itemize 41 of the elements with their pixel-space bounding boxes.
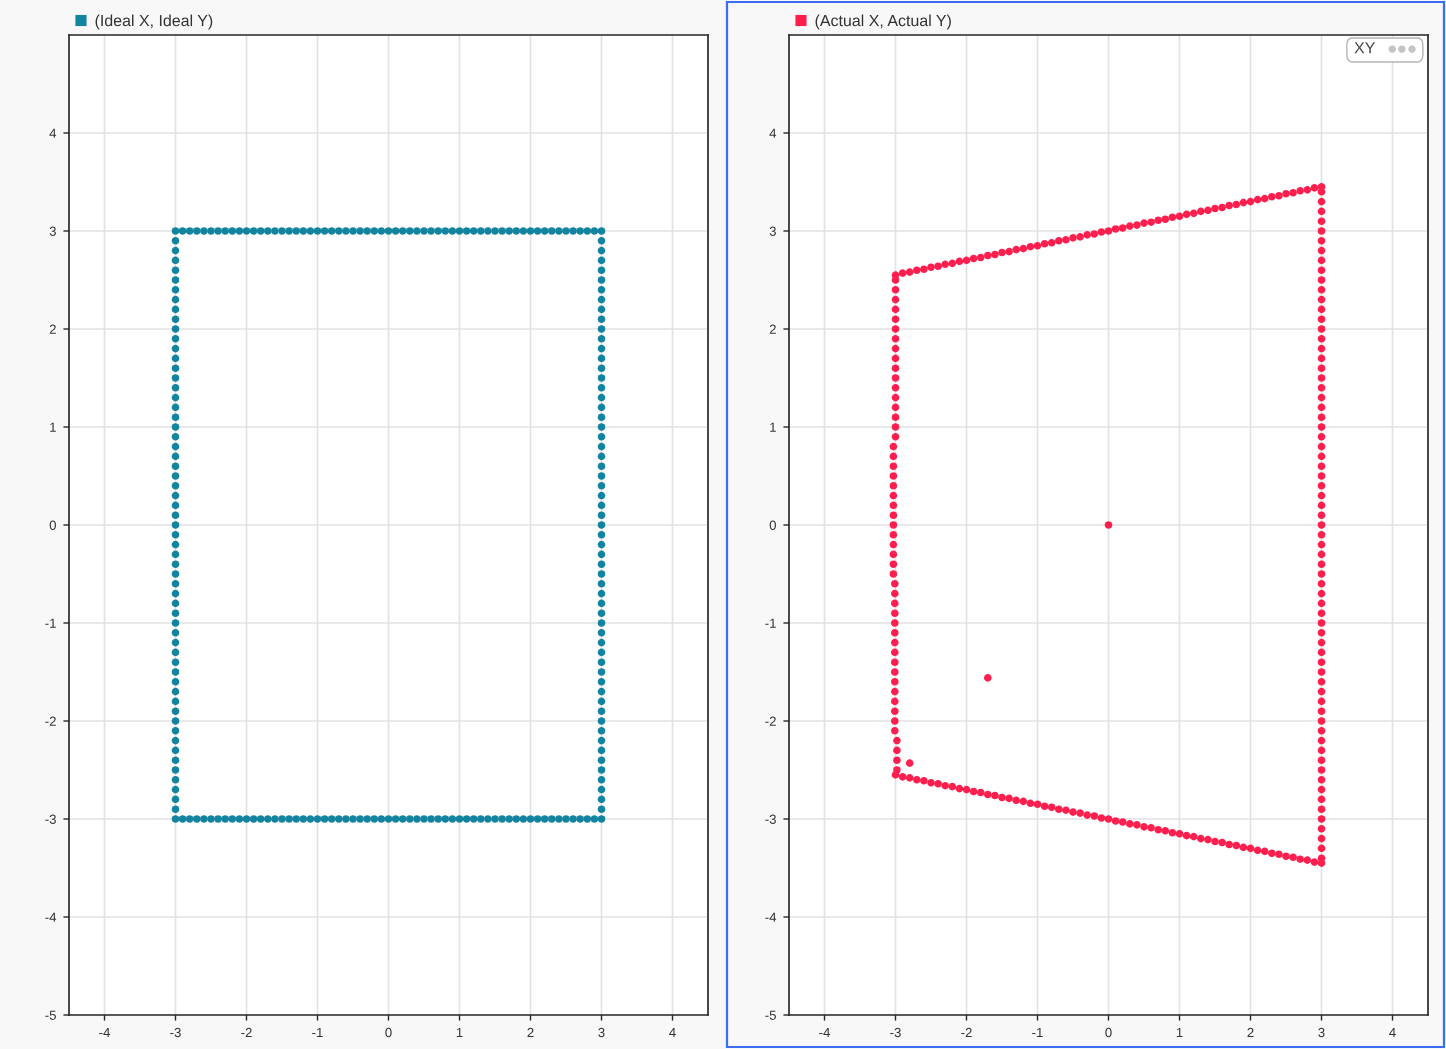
annotation: XY [1354,42,1376,54]
y-tick-label: 1 [50,422,56,432]
y-tick-label: 0 [49,520,56,530]
y-tick-label: -5 [45,1010,56,1020]
y-tick-label: 3 [769,226,776,236]
y-tick-label: 1 [770,422,776,432]
x-tick-label: 4 [669,1027,676,1038]
y-tick-label: -2 [45,716,56,726]
x-tick-label: -3 [890,1027,901,1038]
x-tick-label: 3 [598,1027,605,1038]
y-tick-label: 4 [49,128,57,138]
y-tick-label: -2 [765,716,776,726]
legend-label: (Actual X, Actual Y) [815,14,951,30]
x-tick-label: 2 [1247,1027,1254,1038]
y-tick-label: 2 [49,324,56,334]
y-tick-label: 4 [769,128,777,138]
y-tick-label: 0 [769,520,776,530]
x-tick-label: -3 [170,1027,181,1038]
legend-label: (Ideal X, Ideal Y) [95,14,213,30]
y-tick-label: 3 [49,226,56,236]
x-tick-label: 0 [1105,1027,1112,1038]
x-tick-label: 4 [1389,1027,1396,1038]
y-tick-label: -1 [765,618,776,628]
y-tick-label: -4 [765,912,777,922]
x-tick-label: -1 [312,1027,323,1038]
x-tick-label: -1 [1032,1027,1043,1038]
x-tick-label: -4 [819,1027,830,1038]
x-tick-label: 1 [456,1027,463,1038]
y-tick-label: -5 [765,1010,776,1020]
x-tick-label: -4 [99,1027,110,1038]
x-tick-label: 3 [1318,1027,1325,1038]
y-tick-label: -3 [765,814,776,824]
y-tick-label: -1 [45,618,56,628]
x-tick-label: 1 [1176,1027,1183,1038]
x-tick-label: 2 [527,1027,534,1038]
x-tick-label: 0 [385,1027,392,1038]
y-tick-label: 2 [769,324,776,334]
x-tick-label: -2 [961,1027,972,1038]
x-tick-label: -2 [241,1027,252,1038]
y-tick-label: -3 [45,814,56,824]
y-tick-label: -4 [45,912,57,922]
